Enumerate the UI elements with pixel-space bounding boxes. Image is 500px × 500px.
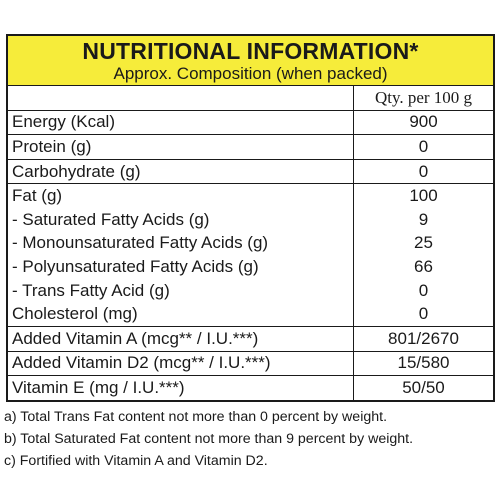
footnote-b: b) Total Saturated Fat content not more … xyxy=(4,431,414,447)
nutrition-table: Qty. per 100 g Energy (Kcal) 900 Protein… xyxy=(8,86,493,400)
label-subtitle: Approx. Composition (when packed) xyxy=(113,64,388,83)
nutrient-qty: 50/50 xyxy=(402,377,445,397)
nutrient-name: Cholesterol (mg) xyxy=(8,302,354,327)
nutrient-qty: 100 xyxy=(409,186,438,206)
nutrient-name: - Monounsaturated Fatty Acids (g) xyxy=(8,231,354,256)
column-header: Qty. per 100 g xyxy=(353,86,493,111)
nutrient-qty: 0 xyxy=(353,134,493,160)
table-row: Added Vitamin A (mcg** / I.U.***) 801/26… xyxy=(8,326,493,352)
label-header: NUTRITIONAL INFORMATION* Approx. Composi… xyxy=(8,36,493,86)
nutrient-name: - Polyunsaturated Fatty Acids (g) xyxy=(8,255,354,279)
nutrient-name: Protein (g) xyxy=(8,134,354,160)
table-row: Added Vitamin D2 (mcg** / I.U.***) 15/58… xyxy=(8,351,493,377)
nutrient-qty: 0 xyxy=(353,302,493,327)
nutrient-qty: 0 xyxy=(353,159,493,185)
footnote-c: c) Fortified with Vitamin A and Vitamin … xyxy=(4,453,268,469)
nutrient-qty: 900 xyxy=(353,110,493,136)
nutrient-qty: 9 xyxy=(418,209,429,229)
footnotes: a) Total Trans Fat content not more than… xyxy=(4,406,496,472)
table-row: - Monounsaturated Fatty Acids (g) 25 xyxy=(8,231,493,256)
nutrient-qty: 15/580 xyxy=(353,351,493,377)
table-row: Cholesterol (mg) 0 xyxy=(8,302,493,327)
label-title: NUTRITIONAL INFORMATION* xyxy=(82,38,419,64)
nutrient-qty: 25 xyxy=(414,233,433,253)
nutrition-label: NUTRITIONAL INFORMATION* Approx. Composi… xyxy=(6,34,495,402)
nutrient-name: Energy (Kcal) xyxy=(8,110,354,136)
table-header-row: Qty. per 100 g xyxy=(8,86,493,111)
table-row: Vitamin E (mg / I.U.***) 50/50 xyxy=(8,375,493,400)
nutrient-name: Vitamin E (mg / I.U.***) xyxy=(8,375,354,400)
nutrient-name: Added Vitamin A (mcg** / I.U.***) xyxy=(8,326,354,352)
header-name-cell xyxy=(8,86,354,111)
nutrient-name: Added Vitamin D2 (mcg** / I.U.***) xyxy=(8,351,354,377)
table-row: Carbohydrate (g) 0 xyxy=(8,159,493,185)
nutrient-name: - Saturated Fatty Acids (g) xyxy=(8,207,354,232)
table-row: Fat (g) 100 xyxy=(8,183,493,208)
table-row: - Trans Fatty Acid (g) 0 xyxy=(8,278,493,303)
nutrient-name: Carbohydrate (g) xyxy=(8,159,354,185)
table-row: Energy (Kcal) 900 xyxy=(8,110,493,136)
table-row: Protein (g) 0 xyxy=(8,134,493,160)
nutrient-name: - Trans Fatty Acid (g) xyxy=(8,278,354,303)
nutrient-qty: 0 xyxy=(418,280,429,300)
table-row: - Saturated Fatty Acids (g) 9 xyxy=(8,207,493,232)
nutrient-qty: 801/2670 xyxy=(353,326,493,352)
footnote-a: a) Total Trans Fat content not more than… xyxy=(4,409,388,425)
nutrient-qty: 66 xyxy=(414,256,433,276)
nutrient-name: Fat (g) xyxy=(8,183,354,208)
table-row: - Polyunsaturated Fatty Acids (g) 66 xyxy=(8,255,493,279)
